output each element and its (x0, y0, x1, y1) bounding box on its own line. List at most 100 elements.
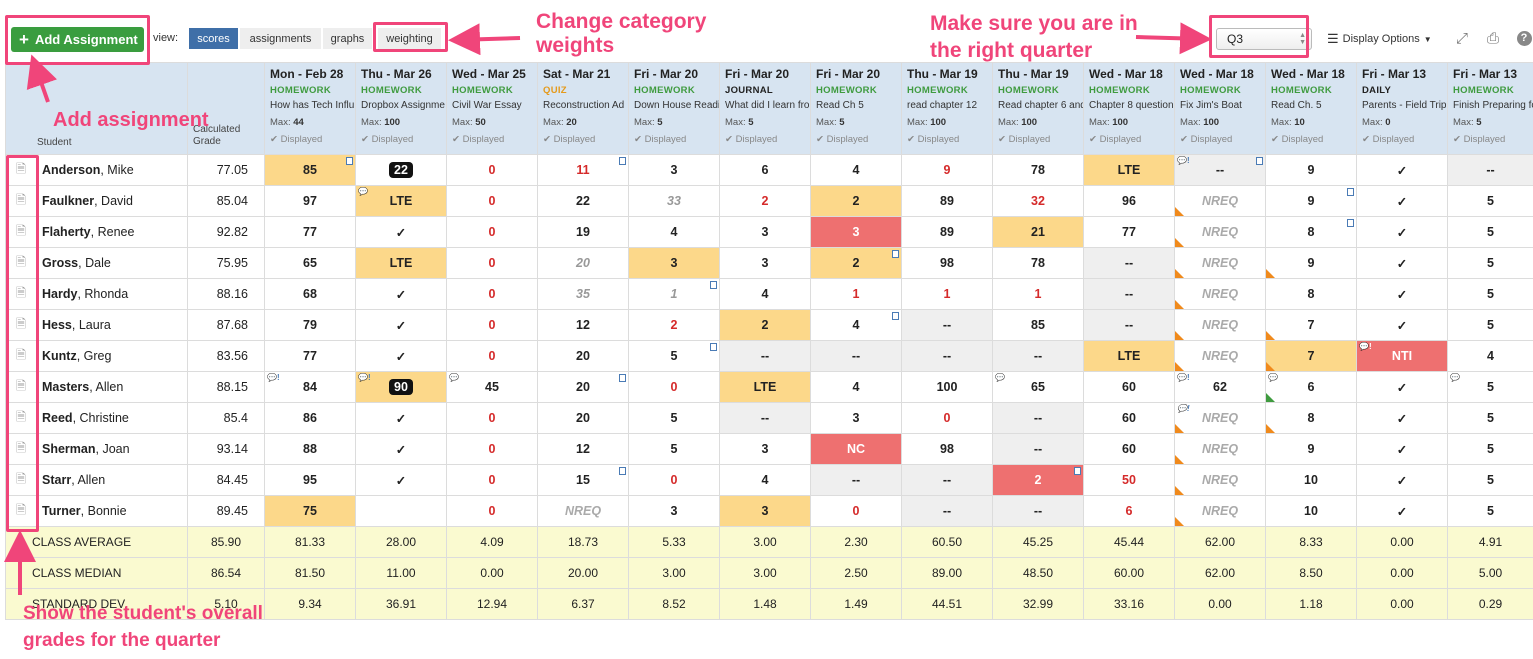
tab-scores[interactable]: scores (189, 28, 239, 49)
score-cell[interactable]: 8 (1265, 216, 1357, 248)
score-cell[interactable]: 0 (446, 216, 538, 248)
score-cell[interactable]: 33 (628, 185, 720, 217)
score-cell[interactable]: 4 (810, 371, 902, 403)
score-cell[interactable]: 0 (446, 185, 538, 217)
score-cell[interactable]: ✓ (1356, 278, 1448, 310)
student-name[interactable]: Anderson, Mike (36, 154, 188, 186)
score-cell[interactable]: -- (1083, 278, 1175, 310)
score-cell[interactable]: 0 (446, 309, 538, 341)
score-cell[interactable]: 5 (1447, 402, 1533, 434)
assignment-header[interactable]: Thu - Mar 19 HOMEWORK read chapter 12 Ma… (901, 62, 993, 155)
score-cell[interactable]: NREQ (1174, 309, 1266, 341)
score-cell[interactable]: 86 (264, 402, 356, 434)
score-cell[interactable]: 5 (1447, 185, 1533, 217)
student-report-button[interactable]: 🗎 (5, 433, 37, 465)
score-cell[interactable]: 0 (446, 433, 538, 465)
student-name[interactable]: Hess, Laura (36, 309, 188, 341)
score-cell[interactable]: 60 (1083, 371, 1175, 403)
score-cell[interactable]: LTE 💬 (355, 185, 447, 217)
student-name[interactable]: Hardy, Rhonda (36, 278, 188, 310)
score-cell[interactable]: -- (1447, 154, 1533, 186)
score-cell[interactable]: 95 (264, 464, 356, 496)
assignment-header[interactable]: Fri - Mar 13 HOMEWORK Finish Preparing f… (1447, 62, 1533, 155)
score-cell[interactable]: 5 (628, 402, 720, 434)
score-cell[interactable]: ✓ (1356, 402, 1448, 434)
score-cell[interactable]: 0 (810, 495, 902, 527)
score-cell[interactable]: 6 (719, 154, 811, 186)
score-cell[interactable]: 2 (810, 185, 902, 217)
score-cell[interactable]: 2 (719, 309, 811, 341)
score-cell[interactable]: ✓ (1356, 433, 1448, 465)
assignment-header[interactable]: Wed - Mar 18 HOMEWORK Fix Jim's Boat Max… (1174, 62, 1266, 155)
score-cell[interactable]: 9 (1265, 247, 1357, 279)
score-cell[interactable]: NREQ (1174, 216, 1266, 248)
score-cell[interactable]: 5 (1447, 464, 1533, 496)
score-cell[interactable]: 3 (719, 247, 811, 279)
score-cell[interactable]: NREQ (1174, 340, 1266, 372)
score-cell[interactable]: 5 (1447, 309, 1533, 341)
assignment-header[interactable]: Fri - Mar 20 HOMEWORK Down House Readi M… (628, 62, 720, 155)
score-cell[interactable]: 20 (537, 402, 629, 434)
score-cell[interactable]: 1 (901, 278, 993, 310)
score-cell[interactable]: 22 (537, 185, 629, 217)
score-cell[interactable]: 50 (1083, 464, 1175, 496)
score-cell[interactable]: 75 (264, 495, 356, 527)
score-cell[interactable]: NREQ (1174, 185, 1266, 217)
score-cell[interactable]: 2 (992, 464, 1084, 496)
assignment-header[interactable]: Mon - Feb 28 HOMEWORK How has Tech Influ… (264, 62, 356, 155)
score-cell[interactable]: 60 (1083, 433, 1175, 465)
score-cell[interactable]: 84 💬! (264, 371, 356, 403)
score-cell[interactable]: ✓ (1356, 309, 1448, 341)
score-cell[interactable]: 68 (264, 278, 356, 310)
score-cell[interactable]: -- (992, 402, 1084, 434)
score-cell[interactable]: 6 💬 (1265, 371, 1357, 403)
score-cell[interactable]: 77 (264, 340, 356, 372)
score-cell[interactable]: 77 (264, 216, 356, 248)
print-icon[interactable]: ⎙ (1486, 29, 1499, 47)
score-cell[interactable]: 97 (264, 185, 356, 217)
score-cell[interactable]: ✓ (1356, 154, 1448, 186)
score-cell[interactable]: 0 (446, 340, 538, 372)
grade-column-header[interactable]: Calculated Grade (187, 62, 265, 155)
score-cell[interactable]: 77 (1083, 216, 1175, 248)
score-cell[interactable]: 20 (537, 340, 629, 372)
score-cell[interactable]: 3 (719, 495, 811, 527)
student-name[interactable]: Faulkner, David (36, 185, 188, 217)
score-cell[interactable]: ✓ (355, 464, 447, 496)
score-cell[interactable]: 65 (264, 247, 356, 279)
score-cell[interactable]: 45 💬 (446, 371, 538, 403)
score-cell[interactable]: 3 (628, 154, 720, 186)
score-cell[interactable]: 5 (1447, 433, 1533, 465)
score-cell[interactable]: 3 (810, 216, 902, 248)
score-cell[interactable]: LTE (1083, 340, 1175, 372)
score-cell[interactable]: 0 (446, 464, 538, 496)
score-cell[interactable]: -- (992, 495, 1084, 527)
score-cell[interactable]: 79 (264, 309, 356, 341)
assignment-header[interactable]: Sat - Mar 21 QUIZ Reconstruction Ad Max:… (537, 62, 629, 155)
score-cell[interactable]: -- (992, 340, 1084, 372)
student-name[interactable]: Reed, Christine (36, 402, 188, 434)
assignment-header[interactable]: Thu - Mar 26 HOMEWORK Dropbox Assignme M… (355, 62, 447, 155)
score-cell[interactable]: ✓ (355, 278, 447, 310)
display-options-button[interactable]: ☰ Display Options ▼ (1327, 30, 1442, 48)
score-cell[interactable] (355, 495, 447, 527)
score-cell[interactable]: 3 (719, 433, 811, 465)
score-cell[interactable]: -- (719, 402, 811, 434)
quarter-select[interactable]: Q3 ▲ ▼ (1216, 28, 1312, 50)
fullscreen-icon[interactable]: ⤢ (1455, 29, 1468, 47)
score-cell[interactable]: 0 (446, 278, 538, 310)
score-cell[interactable]: NREQ (1174, 433, 1266, 465)
score-cell[interactable]: 60 (1083, 402, 1175, 434)
score-cell[interactable]: 88 (264, 433, 356, 465)
score-cell[interactable]: 4 (628, 216, 720, 248)
score-cell[interactable]: 10 (1265, 464, 1357, 496)
score-cell[interactable]: 12 (537, 309, 629, 341)
score-cell[interactable]: 5 💬 (1447, 371, 1533, 403)
score-cell[interactable]: 78 (992, 247, 1084, 279)
student-name[interactable]: Kuntz, Greg (36, 340, 188, 372)
score-cell[interactable]: 32 (992, 185, 1084, 217)
score-cell[interactable]: 89 (901, 185, 993, 217)
score-cell[interactable]: -- (1083, 247, 1175, 279)
score-cell[interactable]: 9 (1265, 185, 1357, 217)
score-cell[interactable]: 15 (537, 464, 629, 496)
